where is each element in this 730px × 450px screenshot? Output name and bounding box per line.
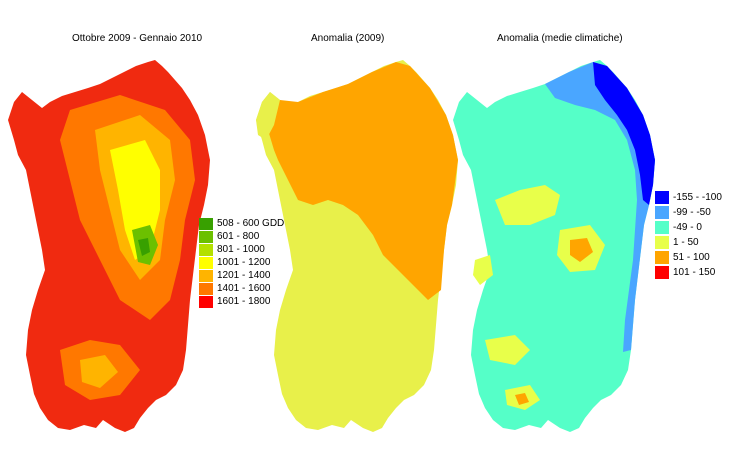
map-anomaly-2009: [256, 60, 458, 432]
legend-label: 1201 - 1400: [217, 270, 271, 281]
legend-label: 601 - 800: [217, 231, 260, 242]
legend-swatch: [655, 236, 669, 249]
legend-item: 101 - 150: [655, 265, 722, 280]
legend-item: 1601 - 1800: [199, 295, 284, 308]
legend-label: 101 - 150: [673, 267, 716, 278]
legend-swatch: [199, 295, 213, 308]
legend-label: -99 - -50: [673, 207, 711, 218]
map-gdd: [8, 60, 210, 432]
legend-swatch: [655, 221, 669, 234]
legend-item: 1401 - 1600: [199, 282, 284, 295]
legend-label: 801 - 1000: [217, 244, 265, 255]
legend-item: -99 - -50: [655, 205, 722, 220]
legend-label: 508 - 600 GDD: [217, 218, 285, 229]
legend-item: -155 - -100: [655, 190, 722, 205]
legend-item: -49 - 0: [655, 220, 722, 235]
map-anomaly-climate: [453, 60, 655, 432]
legend-item: 1201 - 1400: [199, 269, 284, 282]
legend-label: -49 - 0: [673, 222, 702, 233]
legend-label: 1601 - 1800: [217, 296, 271, 307]
legend-swatch: [655, 206, 669, 219]
legend-swatch: [655, 191, 669, 204]
legend-swatch: [655, 266, 669, 279]
legend-item: 508 - 600 GDD: [199, 217, 284, 230]
legend-label: -155 - -100: [673, 192, 722, 203]
legend-swatch: [199, 256, 213, 269]
legend-swatch: [199, 282, 213, 295]
map-title-anomaly-climate: Anomalia (medie climatiche): [497, 33, 623, 44]
legend-swatch: [199, 269, 213, 282]
map-title-anomaly-2009: Anomalia (2009): [311, 33, 385, 44]
legend-item: 1001 - 1200: [199, 256, 284, 269]
legend-label: 51 - 100: [673, 252, 710, 263]
legend-swatch: [199, 243, 213, 256]
legend-swatch: [655, 251, 669, 264]
legend-label: 1 - 50: [673, 237, 699, 248]
legend-anomaly: -155 - -100 -99 - -50 -49 - 0 1 - 50 51 …: [655, 190, 722, 280]
legend-item: 601 - 800: [199, 230, 284, 243]
legend-label: 1001 - 1200: [217, 257, 271, 268]
map-title-gdd: Ottobre 2009 - Gennaio 2010: [72, 33, 203, 44]
legend-label: 1401 - 1600: [217, 283, 271, 294]
legend-swatch: [199, 217, 213, 230]
legend-item: 1 - 50: [655, 235, 722, 250]
legend-gdd: 508 - 600 GDD 601 - 800 801 - 1000 1001 …: [199, 217, 284, 308]
legend-item: 51 - 100: [655, 250, 722, 265]
legend-swatch: [199, 230, 213, 243]
legend-item: 801 - 1000: [199, 243, 284, 256]
